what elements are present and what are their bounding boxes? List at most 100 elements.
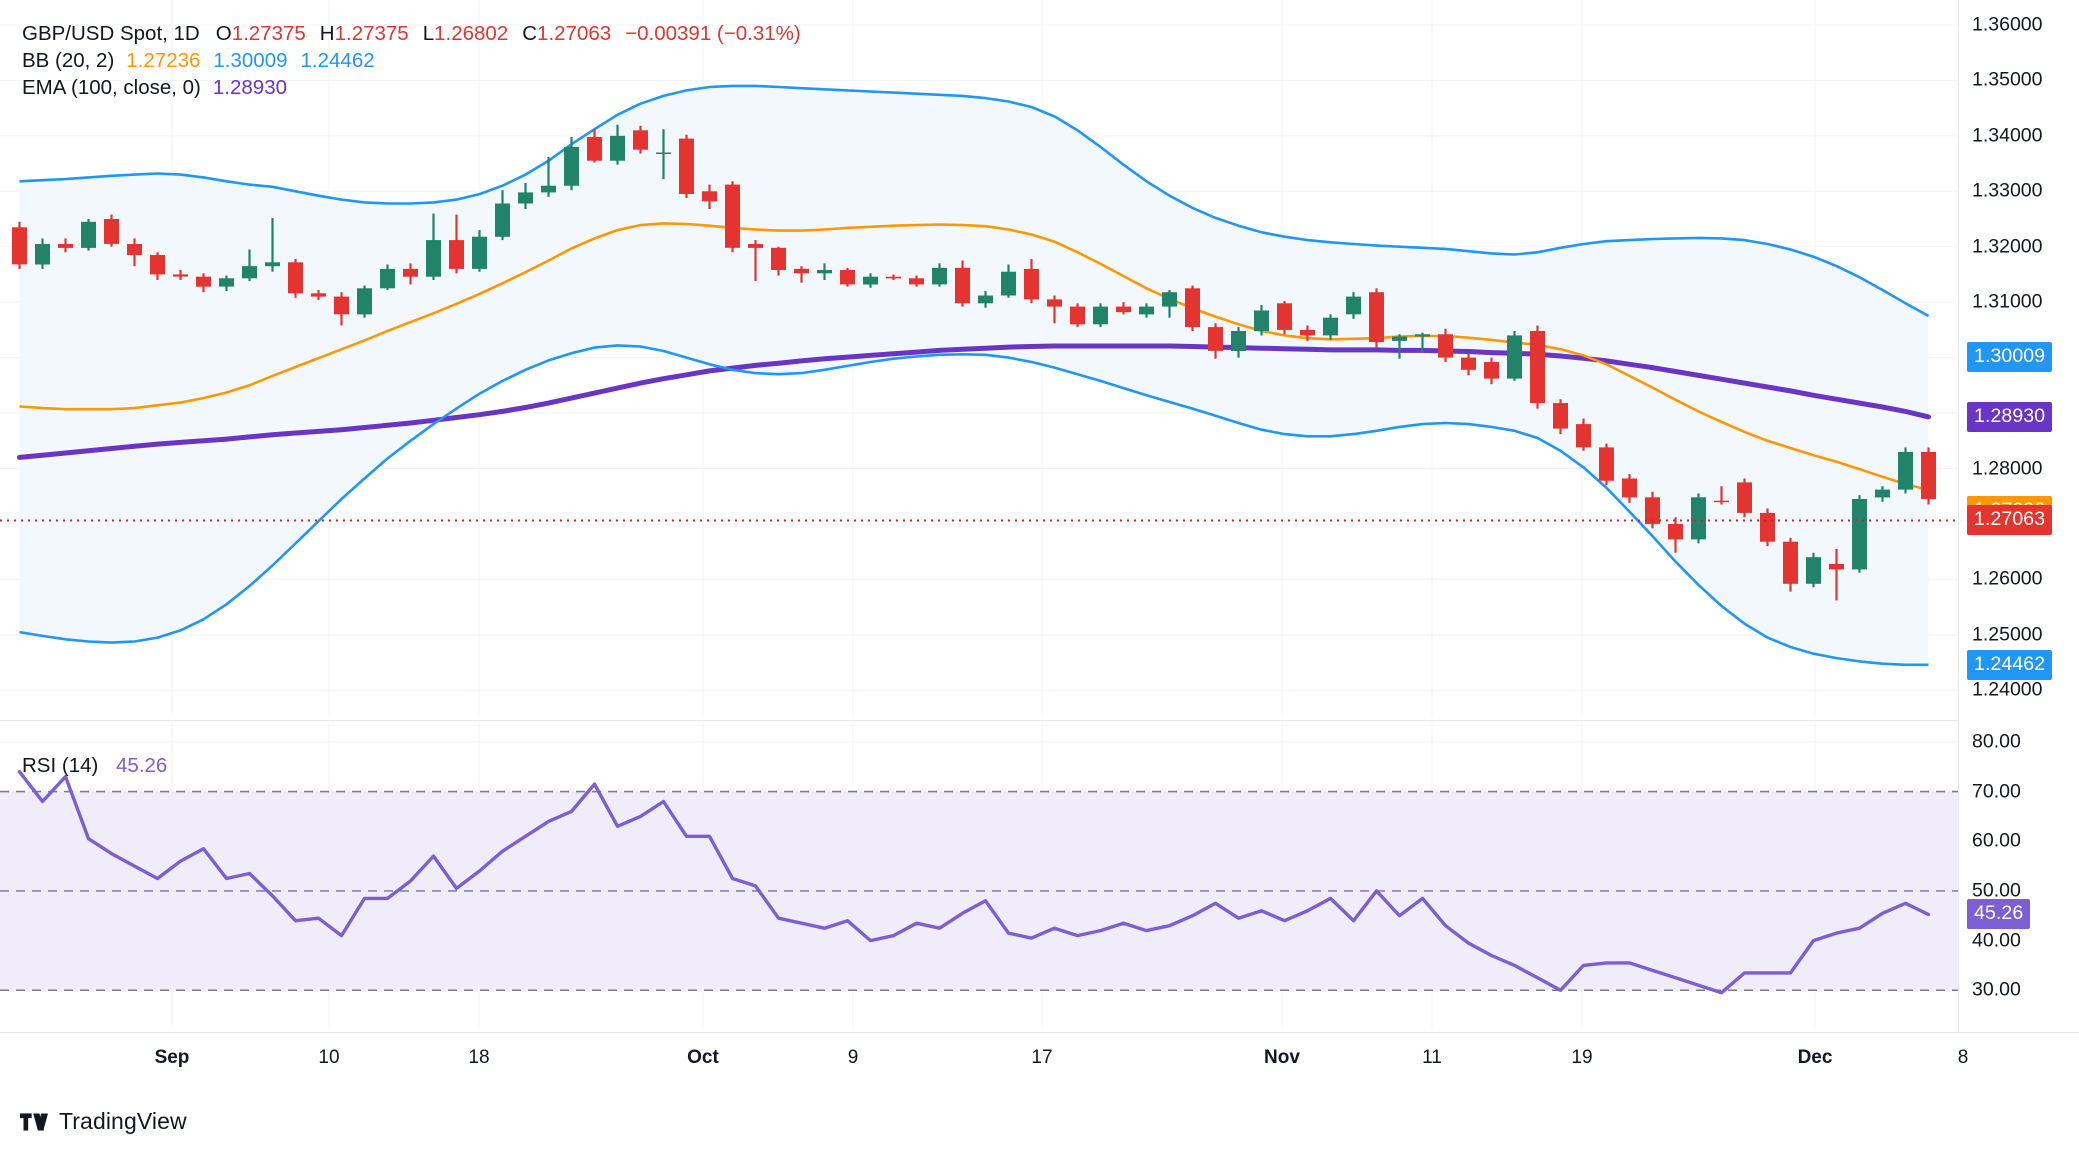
candle-body xyxy=(357,288,372,315)
rsi-axis-tick: 60.00 xyxy=(1972,829,2021,852)
candle-body xyxy=(1254,310,1269,331)
candle-body xyxy=(1484,362,1499,379)
candle-body xyxy=(1116,306,1131,313)
candle-body xyxy=(932,267,947,285)
price-axis-tick: 1.28000 xyxy=(1972,457,2043,479)
candle-body xyxy=(58,244,73,248)
price-axis-tick: 1.35000 xyxy=(1972,68,2043,91)
candle-body xyxy=(1760,512,1775,542)
candle-body xyxy=(1070,306,1085,325)
candle-body xyxy=(587,136,602,161)
candle-body xyxy=(1300,329,1315,336)
last-price-badge[interactable]: 1.27063 xyxy=(1967,505,2053,536)
candlestick-series[interactable] xyxy=(12,124,1936,601)
candle-body xyxy=(449,240,464,269)
time-axis-tick: Oct xyxy=(687,1047,719,1068)
price-axis-tick: 1.26000 xyxy=(1972,567,2043,590)
candle-body xyxy=(1921,451,1936,499)
time-axis-tick: 11 xyxy=(1422,1047,1442,1068)
candle-body xyxy=(242,266,257,279)
axis-separator xyxy=(1958,0,1959,1032)
ema-badge[interactable]: 1.28930 xyxy=(1967,401,2053,432)
candle-body xyxy=(173,274,188,277)
candle-body xyxy=(610,135,625,161)
price-axis-tick: 1.24000 xyxy=(1972,678,2043,701)
tradingview-mark-icon xyxy=(20,1112,48,1131)
candle-body xyxy=(1829,563,1844,570)
candle-body xyxy=(1001,271,1016,296)
time-axis-tick: 8 xyxy=(1957,1047,1969,1068)
candle-body xyxy=(35,244,50,265)
candle-body xyxy=(1576,424,1591,448)
bb-upper-badge[interactable]: 1.30009 xyxy=(1967,342,2053,373)
candle-body xyxy=(1139,306,1154,315)
rsi-indicator-pane[interactable] xyxy=(0,722,1958,1030)
candle-body xyxy=(656,152,671,154)
candle-body xyxy=(1392,336,1407,341)
candle-body xyxy=(564,146,579,186)
rsi-axis[interactable]: 80.00 70.00 60.00 50.00 40.00 30.00 45.26 xyxy=(1958,722,2079,1030)
candle-body xyxy=(1231,331,1246,351)
price-axis-tick: 1.33000 xyxy=(1972,179,2043,202)
candle-body xyxy=(1553,403,1568,429)
candle-body xyxy=(1185,288,1200,328)
price-chart-svg[interactable] xyxy=(0,0,1958,718)
candle-body xyxy=(978,295,993,304)
candle-body xyxy=(426,240,441,277)
candle-body xyxy=(1162,292,1177,307)
candle-body xyxy=(1047,299,1062,307)
candle-body xyxy=(1277,303,1292,330)
candle-body xyxy=(495,203,510,237)
time-axis-tick: Dec xyxy=(1797,1047,1833,1068)
candle-body xyxy=(1645,497,1660,524)
candle-body xyxy=(104,219,119,244)
candle-body xyxy=(150,255,165,275)
candle-body xyxy=(1024,268,1039,300)
candle-body xyxy=(219,278,234,287)
time-axis-tick: 9 xyxy=(847,1047,859,1068)
price-chart-pane[interactable] xyxy=(0,0,1958,718)
rsi-value-badge[interactable]: 45.26 xyxy=(1967,899,2031,930)
candle-body xyxy=(1415,334,1430,337)
candle-body xyxy=(817,270,832,274)
candle-body xyxy=(1806,557,1821,584)
tradingview-logo[interactable]: TradingView xyxy=(20,1108,187,1135)
candle-body xyxy=(288,262,303,294)
candle-body xyxy=(840,270,855,285)
rsi-axis-tick: 30.00 xyxy=(1972,978,2021,1001)
candle-body xyxy=(771,247,786,270)
candle-body xyxy=(1622,478,1637,498)
time-axis[interactable]: Sep 10 18 Oct 9 17 Nov 11 19 Dec 8 xyxy=(0,1032,2079,1095)
candle-body xyxy=(679,138,694,194)
time-axis-tick: Nov xyxy=(1264,1047,1300,1068)
candle-body xyxy=(1737,482,1752,513)
time-axis-tick: 18 xyxy=(468,1047,490,1068)
time-axis-tick: Sep xyxy=(154,1047,190,1068)
candle-body xyxy=(794,268,809,274)
candle-body xyxy=(311,293,326,297)
bb-upper-line xyxy=(19,84,1930,318)
tradingview-wordmark: TradingView xyxy=(59,1108,187,1134)
candle-body xyxy=(81,221,96,248)
candle-body xyxy=(1461,357,1476,370)
time-axis-tick: 10 xyxy=(318,1047,340,1068)
bb-lower-badge[interactable]: 1.24462 xyxy=(1967,649,2053,680)
price-axis-tick: 1.32000 xyxy=(1972,235,2043,258)
candle-body xyxy=(1530,331,1545,404)
bb-lower-line xyxy=(19,344,1929,667)
candle-body xyxy=(334,296,349,315)
rsi-chart-svg[interactable] xyxy=(0,722,1958,1030)
rsi-line xyxy=(17,770,1931,995)
candle-body xyxy=(1346,296,1361,315)
candle-body xyxy=(1898,451,1913,490)
candle-body xyxy=(725,184,740,248)
candle-body xyxy=(1714,500,1729,503)
price-axis-tick: 1.36000 xyxy=(1972,13,2043,36)
candle-body xyxy=(12,227,27,265)
candle-body xyxy=(518,192,533,204)
time-axis-tick: 19 xyxy=(1571,1047,1593,1068)
price-axis[interactable]: 1.36000 1.35000 1.34000 1.33000 1.32000 1.310… xyxy=(1958,0,2079,718)
price-axis-tick: 1.34000 xyxy=(1972,124,2043,147)
candle-body xyxy=(748,244,763,248)
